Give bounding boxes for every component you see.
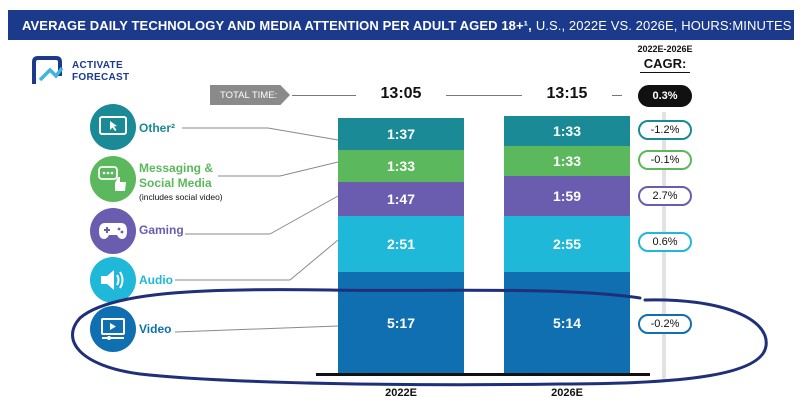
messaging-icon-circle — [90, 156, 136, 202]
cagr-header: 2022E-2026E CAGR: — [620, 44, 710, 73]
video-icon-circle — [90, 306, 136, 352]
seg-2022-audio: 2:51 — [338, 216, 464, 272]
value-2022-other: 1:37 — [386, 126, 416, 142]
value-2022-video: 5:17 — [386, 315, 416, 331]
seg-2022-messaging: 1:33 — [338, 150, 464, 182]
chat-thumbs-up-icon — [98, 166, 126, 191]
value-2026-other: 1:33 — [552, 123, 582, 139]
seg-2022-other: 1:37 — [338, 118, 464, 150]
cagr-pill-gaming: 2.7% — [638, 186, 692, 206]
gamepad-icon — [99, 223, 127, 239]
activate-forecast-logo: ACTIVATE FORECAST — [30, 54, 140, 94]
messaging-sublabel: (includes social video) — [139, 192, 223, 202]
cagr-total-pill: 0.3% — [638, 85, 692, 107]
x-axis-line — [316, 373, 650, 376]
chart-header: AVERAGE DAILY TECHNOLOGY AND MEDIA ATTEN… — [8, 10, 794, 40]
monitor-cursor-icon — [99, 116, 127, 135]
x-label-2026: 2026E — [551, 387, 583, 399]
messaging-label: Messaging & — [139, 161, 214, 175]
value-2026-video: 5:14 — [552, 315, 582, 331]
gaming-icon-circle — [90, 208, 136, 254]
seg-2026-other: 1:33 — [504, 116, 630, 146]
other-label: Other² — [139, 121, 175, 135]
value-2026-audio: 2:55 — [552, 236, 582, 252]
other-icon-circle — [90, 104, 136, 150]
seg-2026-audio: 2:55 — [504, 216, 630, 272]
bar-2026: 1:33 1:33 1:59 2:55 5:14 — [504, 116, 630, 374]
cagr-pill-video: -0.2% — [638, 314, 692, 334]
bar-2022: 1:37 1:33 1:47 2:51 5:17 — [338, 118, 464, 374]
seg-2026-video: 5:14 — [504, 272, 630, 374]
cagr-pill-messaging: -0.1% — [638, 150, 692, 170]
cagr-years: 2022E-2026E — [637, 44, 693, 54]
video-label: Video — [139, 322, 172, 336]
seg-2026-messaging: 1:33 — [504, 146, 630, 176]
audio-label: Audio — [139, 273, 173, 287]
total-2026: 13:15 — [522, 85, 612, 103]
cagr-pill-other: -1.2% — [638, 120, 692, 140]
value-2022-audio: 2:51 — [386, 236, 416, 252]
speaker-icon — [101, 270, 124, 290]
audio-icon-circle — [90, 257, 136, 303]
logo-line2: FORECAST — [72, 72, 130, 83]
logo-mark-icon — [32, 56, 64, 84]
value-2022-messaging: 1:33 — [386, 158, 416, 174]
cagr-label: CAGR: — [639, 56, 691, 73]
value-2022-gaming: 1:47 — [386, 191, 416, 207]
seg-2026-gaming: 1:59 — [504, 176, 630, 216]
gaming-label: Gaming — [139, 223, 184, 237]
value-2026-gaming: 1:59 — [552, 188, 582, 204]
logo-line1: ACTIVATE — [72, 60, 123, 71]
messaging-label-2: Social Media — [139, 176, 212, 190]
cagr-pill-audio: 0.6% — [638, 232, 692, 252]
seg-2022-gaming: 1:47 — [338, 182, 464, 216]
header-title-bold: AVERAGE DAILY TECHNOLOGY AND MEDIA ATTEN… — [22, 17, 532, 33]
total-time-label: TOTAL TIME: — [210, 85, 290, 105]
total-2022: 13:05 — [356, 85, 446, 103]
seg-2022-video: 5:17 — [338, 272, 464, 374]
video-player-icon — [101, 318, 125, 340]
value-2026-messaging: 1:33 — [552, 153, 582, 169]
total-time-line — [292, 95, 622, 96]
header-title-normal: U.S., 2022E VS. 2026E, HOURS:MINUTES — [535, 17, 792, 33]
x-label-2022: 2022E — [385, 387, 417, 399]
